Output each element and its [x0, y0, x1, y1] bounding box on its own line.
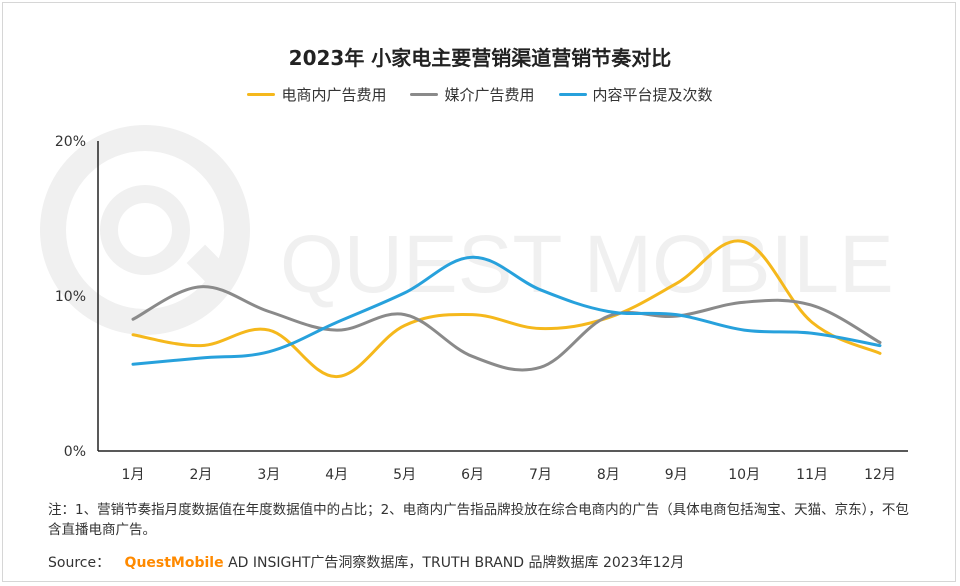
- chart-title: 2023年 小家电主要营销渠道营销节奏对比: [288, 46, 672, 70]
- legend-item: 媒介广告费用: [410, 84, 535, 105]
- source-label: Source：: [48, 555, 111, 571]
- y-tick-label: 20%: [55, 134, 86, 150]
- watermark: QUEST MOBILE: [40, 125, 894, 335]
- x-tick-label: 4月: [325, 467, 348, 483]
- legend-label: 电商内广告费用: [281, 86, 387, 104]
- x-tick-label: 8月: [597, 467, 620, 483]
- series-line-3: [131, 255, 882, 366]
- source-line: Source： QuestMobile AD INSIGHT广告洞察数据库，TR…: [48, 552, 684, 572]
- legend-swatch: [410, 93, 439, 96]
- x-tick-label: 2月: [189, 467, 212, 483]
- x-tick-label: 3月: [257, 467, 280, 483]
- legend-swatch: [247, 93, 276, 96]
- x-tick-label: 5月: [393, 467, 416, 483]
- axes: 0% 10% 20% 1月 2月 3月 4月 5月 6月 7月 8月 9月 10月 11月 12月: [55, 134, 908, 483]
- footnote: 注：1、营销节奏指月度数据值在年度数据值中的占比；2、电商内广告指品牌投放在综合…: [48, 502, 909, 538]
- legend: 电商内广告费用 媒介广告费用 内容平台提及次数: [0, 84, 960, 105]
- source-text: AD INSIGHT广告洞察数据库，TRUTH BRAND 品牌数据库 2023…: [228, 555, 685, 571]
- series-layer: [131, 239, 882, 379]
- x-tick-label: 7月: [529, 467, 552, 483]
- legend-item: 内容平台提及次数: [558, 84, 713, 105]
- legend-item: 电商内广告费用: [247, 84, 386, 105]
- x-tick-label: 11月: [796, 467, 828, 483]
- x-tick-label: 1月: [122, 467, 145, 483]
- y-tick-label: 0%: [64, 444, 86, 460]
- y-tick-label: 10%: [55, 289, 86, 305]
- x-tick-label: 6月: [461, 467, 484, 483]
- series-line-2: [131, 285, 882, 372]
- x-tick-label: 9月: [665, 467, 688, 483]
- line-chart: QUEST MOBILE 0% 10% 20% 1月 2月 3月 4月 5月 6月 7月 8月 9月 1…: [40, 125, 908, 483]
- x-tick-label: 10月: [728, 467, 760, 483]
- legend-label: 内容平台提及次数: [592, 86, 713, 104]
- watermark-text: QUEST MOBILE: [280, 219, 894, 310]
- legend-swatch: [558, 93, 587, 96]
- source-brand: QuestMobile: [124, 555, 224, 571]
- legend-label: 媒介广告费用: [444, 86, 535, 104]
- x-tick-label: 12月: [864, 467, 896, 483]
